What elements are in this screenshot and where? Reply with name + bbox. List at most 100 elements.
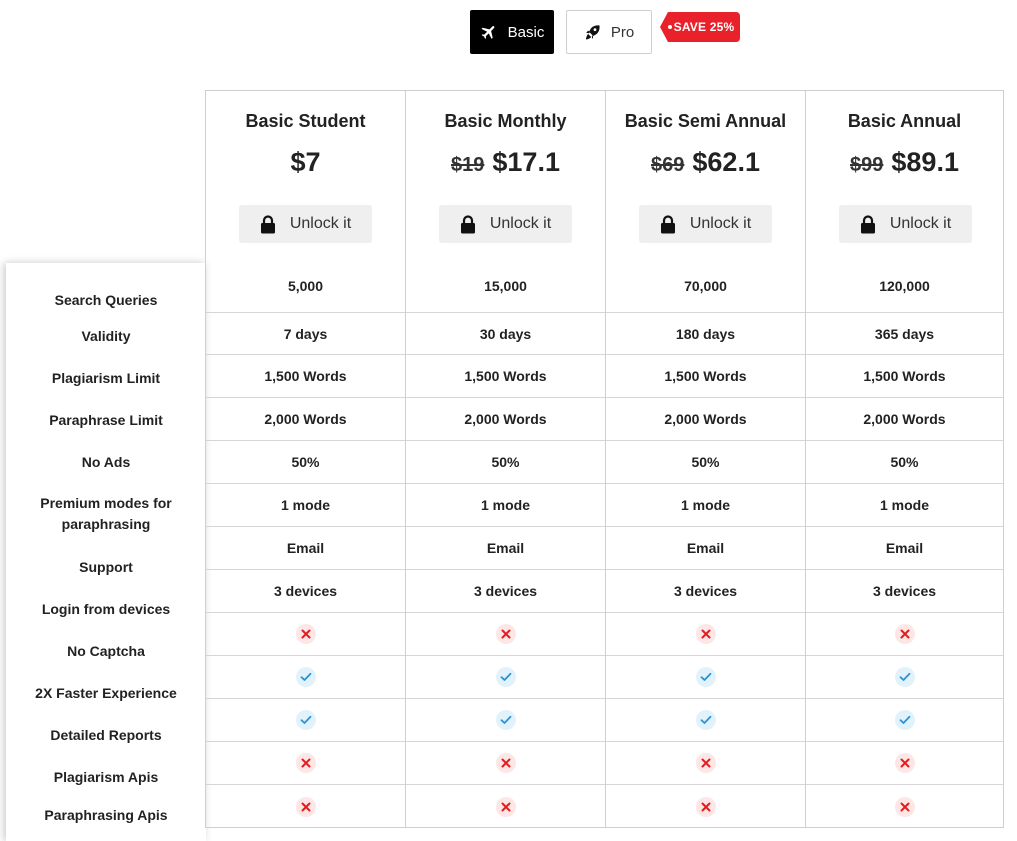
plan-mark-cell [806,698,1003,741]
basic-plan-toggle[interactable]: Basic [470,10,554,54]
plan-mark-cell [606,741,805,784]
plan-mark-cell [206,612,405,655]
save-badge: SAVE 25% [660,12,740,42]
plan-column: Basic Annual $99 $89.1 Unlock it 120,000 365 … [806,91,1003,827]
plan-mark-cell [606,784,805,828]
plan-title: Basic Semi Annual [624,111,787,131]
feature-label: Support [79,559,133,575]
plan-value-cell: Email [606,526,805,569]
lock-icon [660,214,676,234]
original-price: $69 [651,154,685,176]
pro-plan-toggle[interactable]: Pro [566,10,652,54]
plan-mark-cell [406,741,605,784]
airplane-icon [480,23,498,41]
plan-mark-cell [806,612,1003,655]
plan-value-cell: 1 mode [806,483,1003,526]
x-icon [495,624,516,644]
plan-value-cell: 1,500 Words [406,354,605,397]
plan-price: $7 [206,147,405,178]
lock-icon [860,214,876,234]
plan-mark-cell [206,655,405,698]
unlock-label: Unlock it [489,215,552,232]
x-icon [894,624,915,644]
check-icon [695,710,716,730]
plan-value-cell: 1,500 Words [206,354,405,397]
x-icon [894,796,915,817]
plan-mark-cell [806,655,1003,698]
plan-value-cell: 2,000 Words [806,397,1003,440]
plan-value-cell: 50% [206,440,405,483]
unlock-label: Unlock it [289,215,352,232]
plan-price: $99 $89.1 [806,147,1003,178]
x-icon [695,796,716,817]
plan-value-cell: 365 days [806,312,1003,354]
plan-value-cell: Email [806,526,1003,569]
x-icon [295,796,316,817]
check-icon [695,667,716,687]
plan-title: Basic Student [245,111,366,131]
feature-label: Validity [81,328,131,344]
lock-icon [460,214,476,234]
feature-label: Plagiarism Limit [51,370,161,386]
pro-toggle-label: Pro [610,23,635,41]
feature-label: Login from devices [41,601,171,617]
plan-value-cell: 3 devices [806,569,1003,612]
plan-value-cell: 50% [406,440,605,483]
check-icon [295,710,316,730]
current-price: $17.1 [492,147,560,177]
unlock-button[interactable]: Unlock it [839,205,972,243]
features-column: Search Queries Validity Plagiarism Limit Pa… [6,263,206,841]
plan-value-cell: Email [406,526,605,569]
original-price: $19 [451,154,485,176]
plan-mark-cell [806,784,1003,828]
plan-title: Basic Monthly [444,111,567,131]
plan-title: Basic Annual [847,111,962,131]
plan-value-cell: 50% [806,440,1003,483]
x-icon [894,753,915,773]
plan-value-cell: 120,000 [879,278,930,294]
plan-value-cell: 7 days [206,312,405,354]
unlock-button[interactable]: Unlock it [239,205,372,243]
check-icon [295,667,316,687]
feature-label: Search Queries [54,292,158,308]
plan-value-cell: 50% [606,440,805,483]
plan-value-cell: 1 mode [206,483,405,526]
plan-column: Basic Monthly $19 $17.1 Unlock it 15,000 30 d… [406,91,606,827]
plans-table: Basic Student $7 Unlock it 5,000 7 days 1,500… [205,90,1004,828]
x-icon [695,624,716,644]
plan-mark-cell [206,784,405,828]
plan-value-cell: 1 mode [606,483,805,526]
unlock-button[interactable]: Unlock it [639,205,772,243]
plan-value-cell: 15,000 [484,278,527,294]
plan-value-cell: 3 devices [406,569,605,612]
plan-value-cell: 30 days [406,312,605,354]
current-price: $62.1 [692,147,760,177]
unlock-label: Unlock it [889,215,952,232]
original-price: $99 [850,154,884,176]
plan-column: Basic Student $7 Unlock it 5,000 7 days 1,500… [206,91,406,827]
feature-label: Detailed Reports [50,727,162,743]
plan-mark-cell [206,741,405,784]
plan-mark-cell [606,655,805,698]
unlock-button[interactable]: Unlock it [439,205,572,243]
check-icon [495,667,516,687]
plan-price: $69 $62.1 [606,147,805,178]
feature-label: 2X Faster Experience [35,685,177,701]
plan-mark-cell [206,698,405,741]
feature-label: No Captcha [67,643,145,659]
x-icon [695,753,716,773]
plan-price: $19 $17.1 [406,147,605,178]
x-icon [495,753,516,773]
plan-mark-cell [406,612,605,655]
plan-value-cell: 70,000 [684,278,727,294]
plan-mark-cell [406,698,605,741]
basic-toggle-label: Basic [507,23,545,41]
plan-value-cell: 2,000 Words [406,397,605,440]
plan-value-cell: 3 devices [206,569,405,612]
feature-label: No Ads [81,454,131,470]
plan-mark-cell [406,655,605,698]
check-icon [495,710,516,730]
plan-value-cell: 1,500 Words [806,354,1003,397]
plan-mark-cell [606,612,805,655]
feature-label: Plagiarism Apis [53,769,159,785]
